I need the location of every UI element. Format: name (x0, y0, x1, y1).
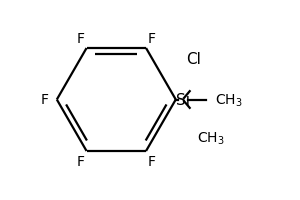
Text: F: F (76, 32, 85, 45)
Text: CH$_3$: CH$_3$ (215, 92, 243, 108)
Text: F: F (148, 32, 156, 45)
Text: F: F (148, 155, 156, 168)
Text: Cl: Cl (186, 52, 201, 67)
Text: F: F (41, 93, 49, 107)
Text: Si: Si (176, 93, 190, 107)
Text: CH$_3$: CH$_3$ (196, 130, 224, 147)
Text: F: F (76, 155, 85, 168)
